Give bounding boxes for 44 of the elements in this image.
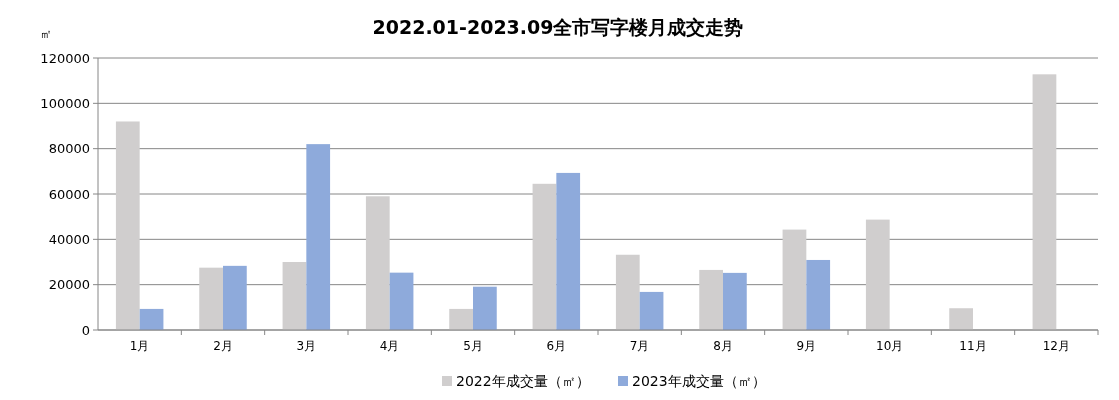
chart-title: 2022.01-2023.09全市写字楼月成交走势 [372, 16, 744, 38]
bar [865, 219, 890, 330]
x-tick-label: 6月 [546, 339, 567, 353]
x-tick-label: 7月 [629, 339, 650, 353]
bar [306, 144, 331, 330]
bar [949, 308, 973, 330]
bar [449, 308, 473, 330]
bar [806, 259, 831, 330]
y-tick-label: 100000 [40, 95, 90, 111]
x-tick-label: 3月 [296, 339, 317, 353]
bar [282, 262, 307, 330]
x-tick-label: 11月 [959, 339, 987, 353]
legend-label: 2022年成交量（㎡） [456, 373, 590, 389]
bar [723, 272, 747, 330]
y-axis-title: ㎡ [40, 27, 52, 41]
bar [199, 267, 223, 330]
bar [389, 272, 414, 330]
y-tick-label: 60000 [48, 186, 90, 202]
bar [532, 183, 557, 330]
bar [639, 291, 664, 330]
x-tick-label: 10月 [876, 339, 904, 353]
bar [699, 269, 723, 330]
y-tick-label: 20000 [48, 277, 90, 293]
bar [115, 121, 140, 330]
bar [473, 286, 497, 330]
bar [615, 254, 640, 330]
bar [223, 265, 247, 330]
y-tick-label: 80000 [48, 141, 90, 157]
y-tick-label: 0 [81, 322, 90, 338]
bar [556, 172, 581, 330]
x-tick-label: 1月 [129, 339, 150, 353]
y-tick-label: 40000 [48, 231, 90, 247]
x-tick-label: 12月 [1042, 339, 1070, 353]
x-tick-label: 8月 [713, 339, 733, 353]
x-tick-label: 4月 [379, 339, 400, 353]
legend-label: 2023年成交量（㎡） [632, 373, 766, 389]
x-tick-label: 5月 [463, 339, 483, 353]
x-tick-label: 9月 [796, 339, 817, 353]
bar [139, 308, 164, 330]
bar [365, 196, 390, 330]
x-tick-label: 2月 [213, 339, 233, 353]
bar [782, 229, 807, 330]
bar [1032, 74, 1057, 330]
y-tick-label: 120000 [40, 50, 90, 66]
